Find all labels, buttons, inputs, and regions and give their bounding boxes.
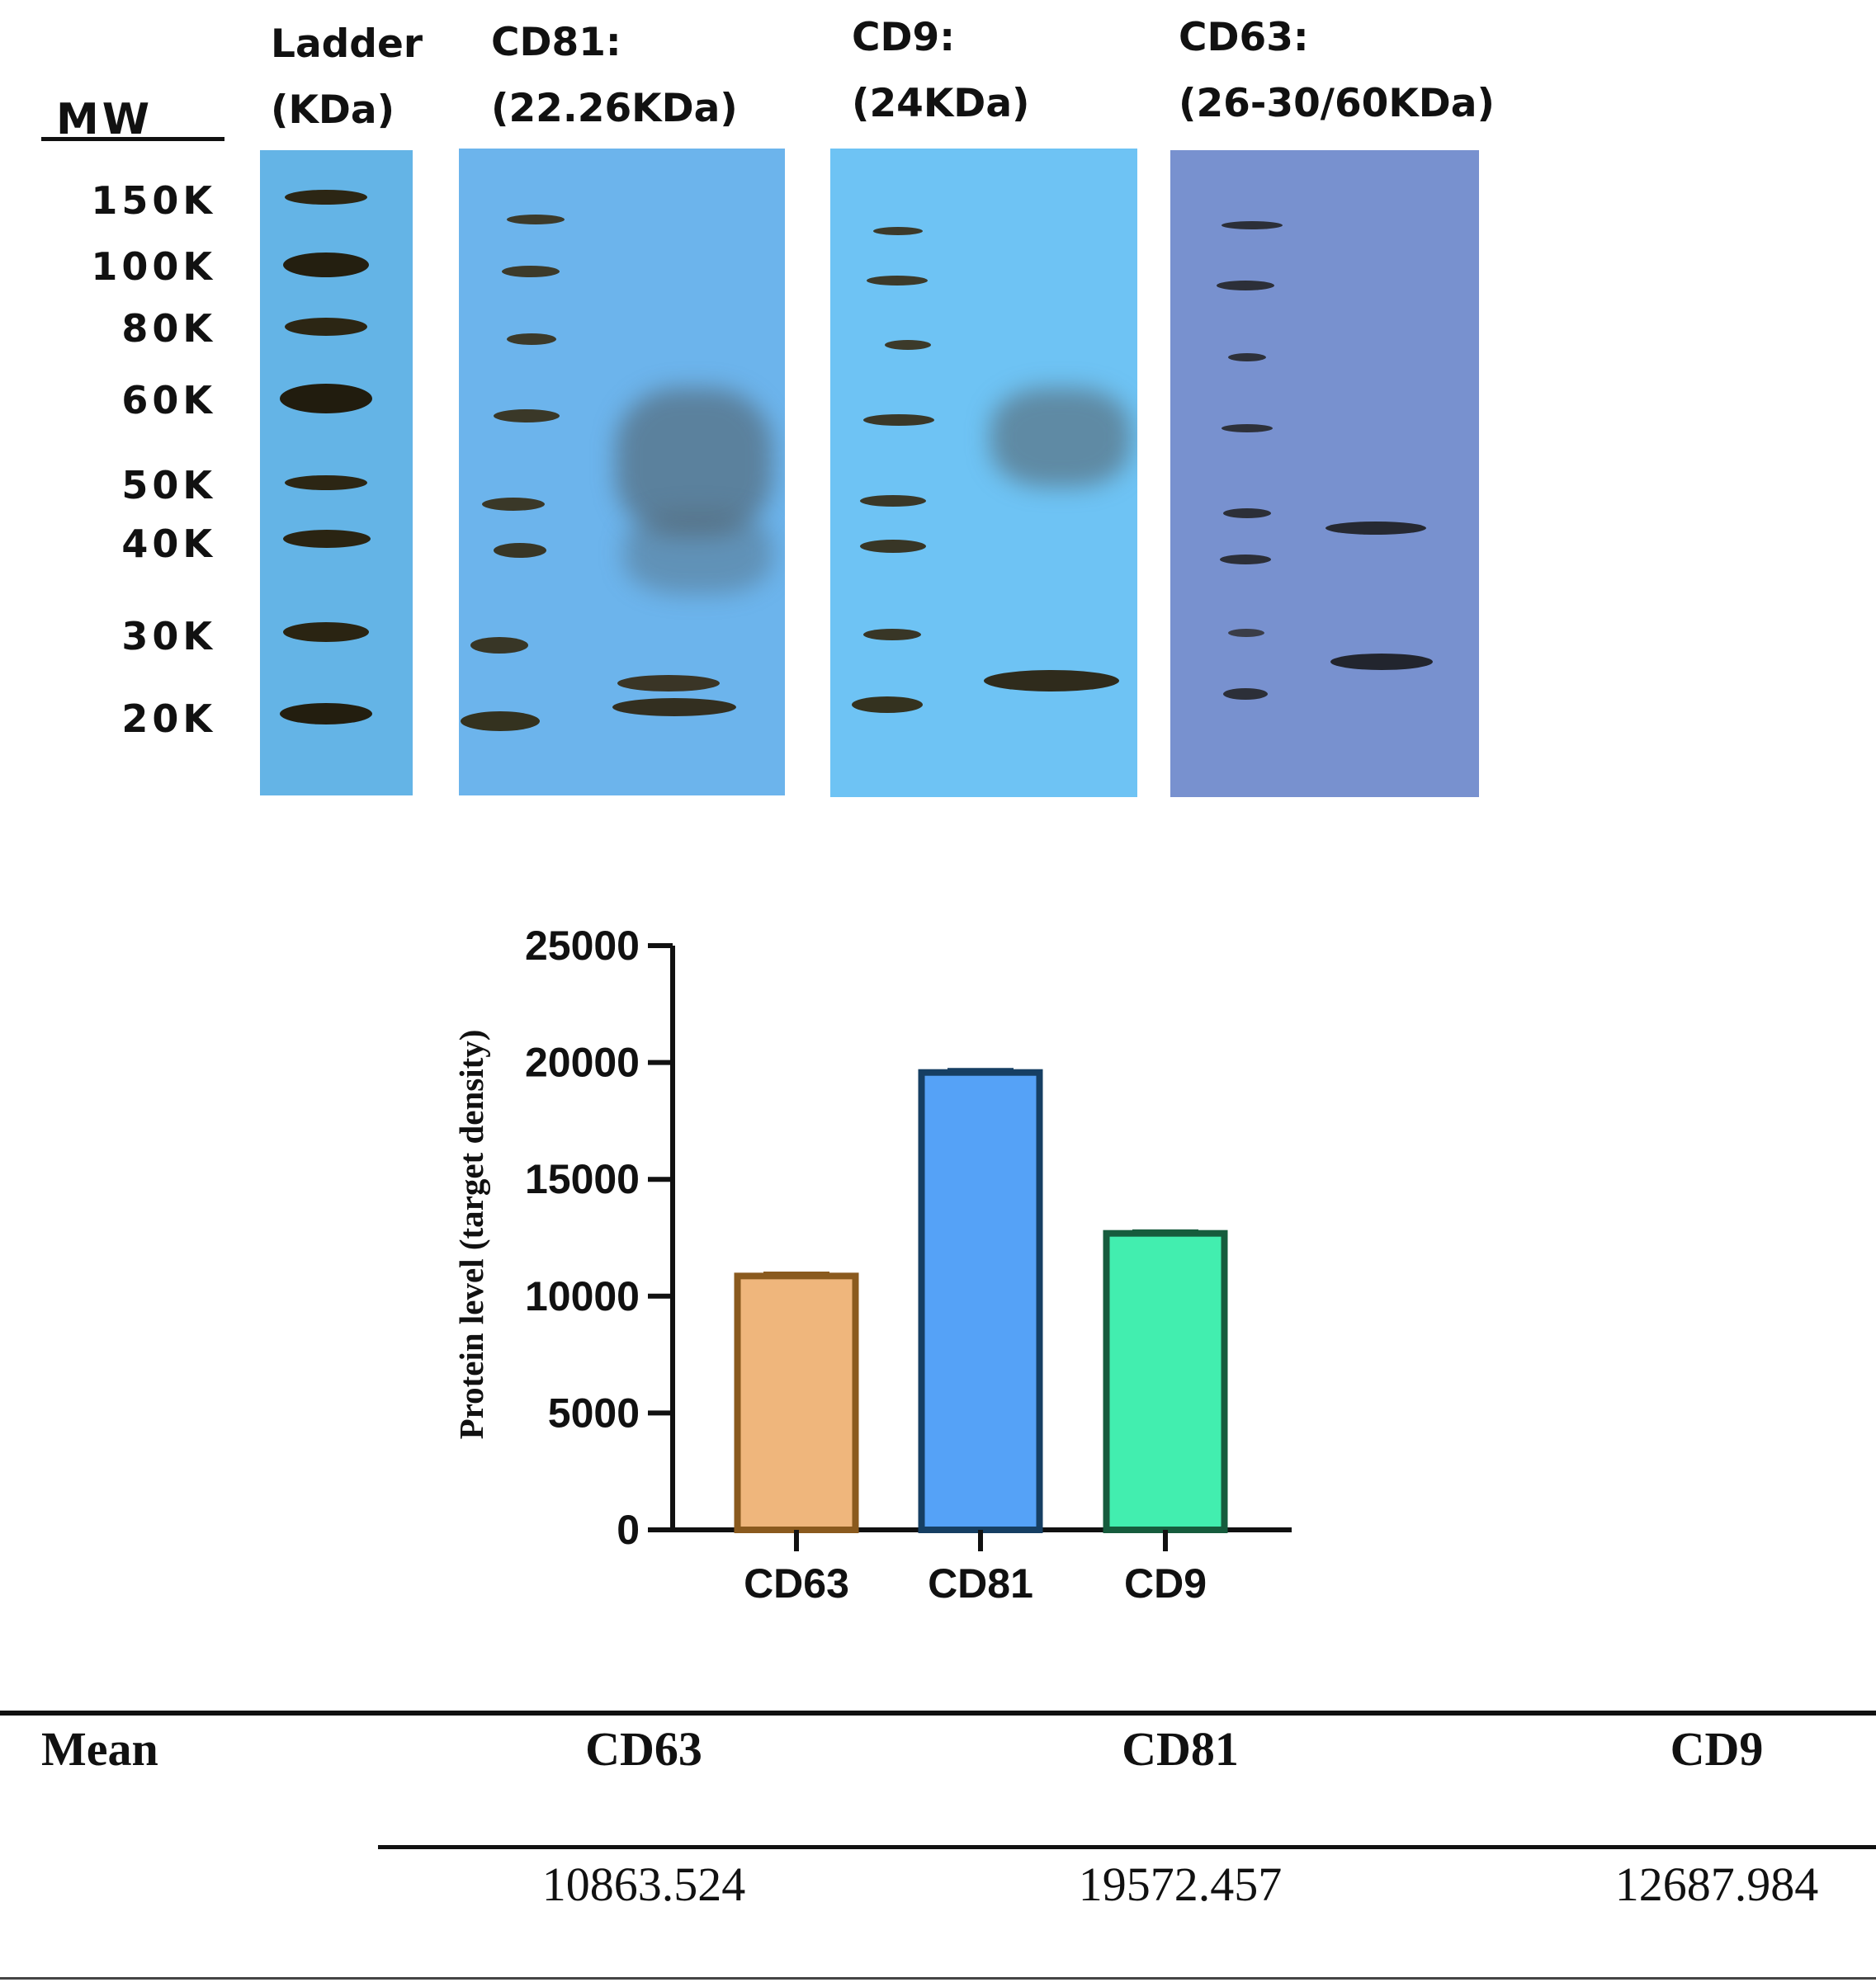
mw-marker-150k: 150K xyxy=(91,178,216,223)
cd9-marker-band xyxy=(873,227,923,235)
mw-marker-60k: 60K xyxy=(121,378,216,422)
y-tick-label: 20000 xyxy=(525,1040,640,1086)
cd63-marker-band xyxy=(1217,281,1274,290)
ladder-header: Ladder (KDa) xyxy=(271,12,423,144)
x-tick-label-cd63: CD63 xyxy=(744,1560,849,1607)
cd9-marker-band xyxy=(852,696,923,713)
x-tick-label-cd9: CD9 xyxy=(1124,1560,1207,1607)
cd63-marker-band xyxy=(1223,688,1268,700)
table-value-cd63: 10863.524 xyxy=(541,1857,746,1911)
cd63-target-band xyxy=(1325,522,1426,535)
cd81-target-band xyxy=(617,675,720,691)
mw-marker-100k: 100K xyxy=(91,244,216,289)
cd81-marker-band xyxy=(482,498,545,511)
mw-marker-40k: 40K xyxy=(121,522,216,566)
cd81-header-line1: CD81: xyxy=(491,20,621,65)
table-top-rule xyxy=(0,1711,1876,1716)
table-header-cd81: CD81 xyxy=(1122,1722,1239,1776)
cd9-marker-band xyxy=(860,540,926,553)
ladder-band xyxy=(283,253,369,277)
table-value-cd81: 19572.457 xyxy=(1078,1857,1283,1911)
cd63-header: CD63: (26-30/60KDa) xyxy=(1179,5,1495,137)
ladder-band xyxy=(285,318,367,336)
table-header-rule xyxy=(378,1845,1876,1849)
cd63-marker-band xyxy=(1220,555,1271,564)
cd81-target-band xyxy=(612,698,736,716)
ladder-blot-image xyxy=(260,150,413,795)
cd63-header-line1: CD63: xyxy=(1179,15,1309,60)
cd81-smear xyxy=(624,512,773,594)
cd81-marker-band xyxy=(470,637,528,654)
cd81-marker-band xyxy=(461,711,540,731)
cd81-blot-image xyxy=(459,149,785,795)
cd63-marker-band xyxy=(1222,221,1283,229)
cd81-header-line2: (22.26KDa) xyxy=(491,86,738,131)
y-tick-label: 5000 xyxy=(548,1390,640,1436)
bar-cd63 xyxy=(734,1272,859,1533)
ladder-band xyxy=(285,190,367,205)
y-tick-label: 0 xyxy=(617,1507,640,1553)
cd9-header-line2: (24KDa) xyxy=(852,81,1030,126)
cd63-marker-band xyxy=(1223,508,1271,518)
table-row-label: Mean xyxy=(41,1722,158,1776)
cd63-marker-band xyxy=(1228,353,1266,361)
mw-marker-50k: 50K xyxy=(121,463,216,507)
cd63-target-band xyxy=(1330,654,1433,670)
cd81-marker-band xyxy=(494,409,560,422)
cd9-marker-band xyxy=(860,495,926,507)
cd81-header: CD81: (22.26KDa) xyxy=(491,10,738,142)
ladder-band xyxy=(283,530,371,548)
cd9-marker-band xyxy=(863,629,921,640)
cd81-marker-band xyxy=(494,543,546,558)
cd9-target-band xyxy=(984,670,1119,691)
cd9-marker-band xyxy=(867,276,928,286)
cd81-marker-band xyxy=(502,266,560,277)
y-tick-label: 25000 xyxy=(525,923,640,969)
cd63-blot-image xyxy=(1170,150,1479,797)
y-tick-label: 15000 xyxy=(525,1156,640,1202)
table-header-cd9: CD9 xyxy=(1670,1722,1764,1776)
mw-marker-80k: 80K xyxy=(121,306,216,351)
ladder-band xyxy=(280,384,372,413)
ladder-band xyxy=(280,703,372,724)
cd9-marker-band xyxy=(885,340,931,350)
cd9-smear xyxy=(990,388,1131,487)
cd81-marker-band xyxy=(507,215,565,224)
ladder-header-line2: (KDa) xyxy=(271,87,395,133)
bar-cd9 xyxy=(1103,1229,1228,1533)
x-tick-label-cd81: CD81 xyxy=(928,1560,1033,1607)
cd63-header-line2: (26-30/60KDa) xyxy=(1179,81,1495,126)
ladder-header-line1: Ladder xyxy=(271,21,423,67)
mw-marker-30k: 30K xyxy=(121,614,216,658)
y-tick-label: 10000 xyxy=(525,1273,640,1319)
mw-title: MW xyxy=(56,95,154,144)
bar-chart: Protein level (target density) 0 5000 1000… xyxy=(452,923,1292,1607)
ladder-band xyxy=(283,622,369,642)
cd9-header-line1: CD9: xyxy=(852,15,956,60)
mw-underline xyxy=(41,137,224,141)
table-header-cd63: CD63 xyxy=(585,1722,702,1776)
bar-cd81 xyxy=(918,1069,1043,1534)
ladder-band xyxy=(285,475,367,490)
cd81-smear xyxy=(616,388,773,536)
y-axis-label: Protein level (target density) xyxy=(452,1030,490,1440)
cd63-marker-band xyxy=(1228,629,1264,637)
cd9-marker-band xyxy=(863,414,934,426)
cd9-blot-image xyxy=(830,149,1137,797)
cd63-marker-band xyxy=(1222,424,1273,432)
cd9-header: CD9: (24KDa) xyxy=(852,5,1030,137)
cd81-marker-band xyxy=(507,333,556,345)
table-bottom-rule xyxy=(0,1977,1876,1980)
table-value-cd9: 12687.984 xyxy=(1614,1857,1819,1911)
mw-marker-20k: 20K xyxy=(121,696,216,741)
